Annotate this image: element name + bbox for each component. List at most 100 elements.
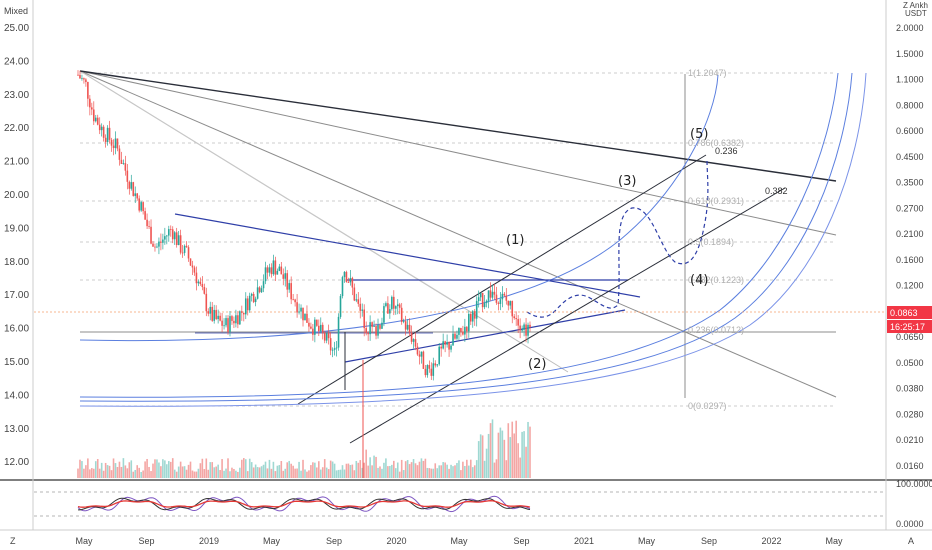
volume-bar: [387, 466, 389, 478]
left-axis-tick: 18.00: [4, 257, 29, 268]
volume-bar: [195, 471, 198, 478]
left-price-axis[interactable]: 25.00 24.00 23.00 22.00 21.00 20.00 19.00 18.00…: [4, 23, 29, 468]
wave-label-1: (1): [506, 233, 524, 248]
right-axis-tick: 0.8000: [896, 100, 924, 110]
volume-bar: [363, 462, 366, 478]
candle-body: [140, 202, 142, 211]
volume-bar: [197, 468, 200, 478]
candle-body: [138, 198, 140, 211]
volume-bar: [83, 468, 85, 478]
volume-bar: [248, 458, 251, 478]
candle-body: [432, 363, 435, 376]
scale-mode-label[interactable]: Mixed: [4, 6, 28, 16]
candle-body: [501, 293, 504, 300]
oscillator-line-purple: [77, 495, 531, 513]
main-pane[interactable]: [34, 0, 886, 480]
volume-bar: [513, 433, 516, 478]
wave-label-4: (4): [690, 273, 708, 288]
volume-bar: [179, 461, 182, 478]
oscillator-pane[interactable]: 100.0000 0.0000: [34, 479, 932, 529]
candle-body: [116, 138, 119, 149]
volume-bar: [389, 465, 391, 478]
volume-bar: [225, 468, 227, 478]
right-price-axis[interactable]: 2.0000 1.5000 1.1000 0.8000 0.6000 0.4500 0.35…: [896, 23, 924, 471]
time-axis-tick: Sep: [513, 536, 529, 546]
log-scale-toggle[interactable]: Z: [10, 536, 16, 546]
volume-bar: [187, 464, 190, 478]
volume-bar: [410, 462, 413, 478]
candle-body: [130, 182, 133, 189]
candle-body: [308, 322, 310, 327]
candle-body: [304, 313, 306, 321]
candle-body: [223, 325, 225, 327]
candle-body: [154, 246, 156, 248]
candle-body: [462, 331, 464, 335]
left-axis-tick: 23.00: [4, 90, 29, 101]
volume-bar: [341, 465, 344, 478]
fib-labels: 1(1.2047) 0.786(0.6382) 0.618(0.2931) 0.5(0…: [688, 68, 744, 411]
volume-bar: [365, 449, 367, 478]
candle-body: [187, 247, 190, 259]
wave-label-3: (3): [618, 174, 636, 189]
volume-bar: [284, 468, 287, 478]
candle-body: [87, 82, 89, 99]
volume-bar: [361, 467, 364, 478]
volume-bar: [162, 459, 164, 478]
candle-body: [471, 311, 474, 322]
volume-bar: [448, 468, 450, 478]
volume-bar: [462, 461, 464, 478]
candle-body: [426, 365, 429, 376]
volume-bar: [424, 458, 427, 478]
volume-bar: [282, 470, 285, 478]
speed-arc: [79, 72, 839, 398]
time-axis-tick: Sep: [701, 536, 717, 546]
volume-bar: [450, 464, 452, 478]
volume-bar: [167, 461, 170, 478]
candle-body: [515, 318, 517, 320]
candle-body: [369, 322, 371, 335]
volume-bar: [396, 462, 399, 478]
volume-bar: [418, 461, 421, 478]
time-axis[interactable]: May Sep 2019 May Sep 2020 May Sep 2021 May Sep 2022…: [75, 536, 843, 546]
volume-bar: [124, 465, 127, 478]
candle-body: [412, 339, 415, 342]
candle-body: [444, 341, 446, 345]
volume-bar: [440, 465, 442, 478]
auto-scale-toggle[interactable]: A: [908, 536, 914, 546]
volume-bar: [229, 471, 231, 478]
candle-body: [473, 311, 476, 319]
time-axis-tick: 2019: [199, 536, 219, 546]
left-axis-tick: 16.00: [4, 324, 29, 335]
volume-bar: [323, 459, 326, 478]
candle-body: [460, 328, 462, 332]
candle-body: [300, 307, 302, 312]
candle-body: [323, 332, 326, 341]
candle-body: [104, 137, 107, 142]
candle-body: [464, 326, 466, 335]
volume-bar: [475, 460, 478, 478]
channel-line: [297, 154, 707, 405]
volume-bar: [242, 458, 245, 478]
candle-body: [420, 351, 423, 357]
candle-body: [237, 315, 239, 325]
candle-body: [292, 299, 294, 301]
candle-body: [499, 299, 502, 304]
fib-level-label: 0.5(0.1894): [688, 237, 734, 247]
candle-body: [241, 311, 243, 313]
volume-bar: [294, 468, 296, 478]
volume-bar: [98, 468, 101, 478]
candle-body: [278, 266, 281, 271]
volume-bar: [456, 462, 458, 478]
candle-body: [288, 283, 290, 290]
candle-body: [418, 354, 421, 357]
candle-body: [258, 287, 261, 293]
candle-body: [337, 316, 340, 348]
candle-body: [436, 364, 439, 366]
time-axis-tick: 2021: [574, 536, 594, 546]
candle-body: [497, 302, 500, 304]
volume-bar: [434, 463, 437, 478]
volume-bar: [310, 465, 312, 478]
volume-bar: [130, 460, 133, 478]
oscillator-line-dark: [78, 497, 531, 511]
candle-body: [219, 315, 221, 321]
